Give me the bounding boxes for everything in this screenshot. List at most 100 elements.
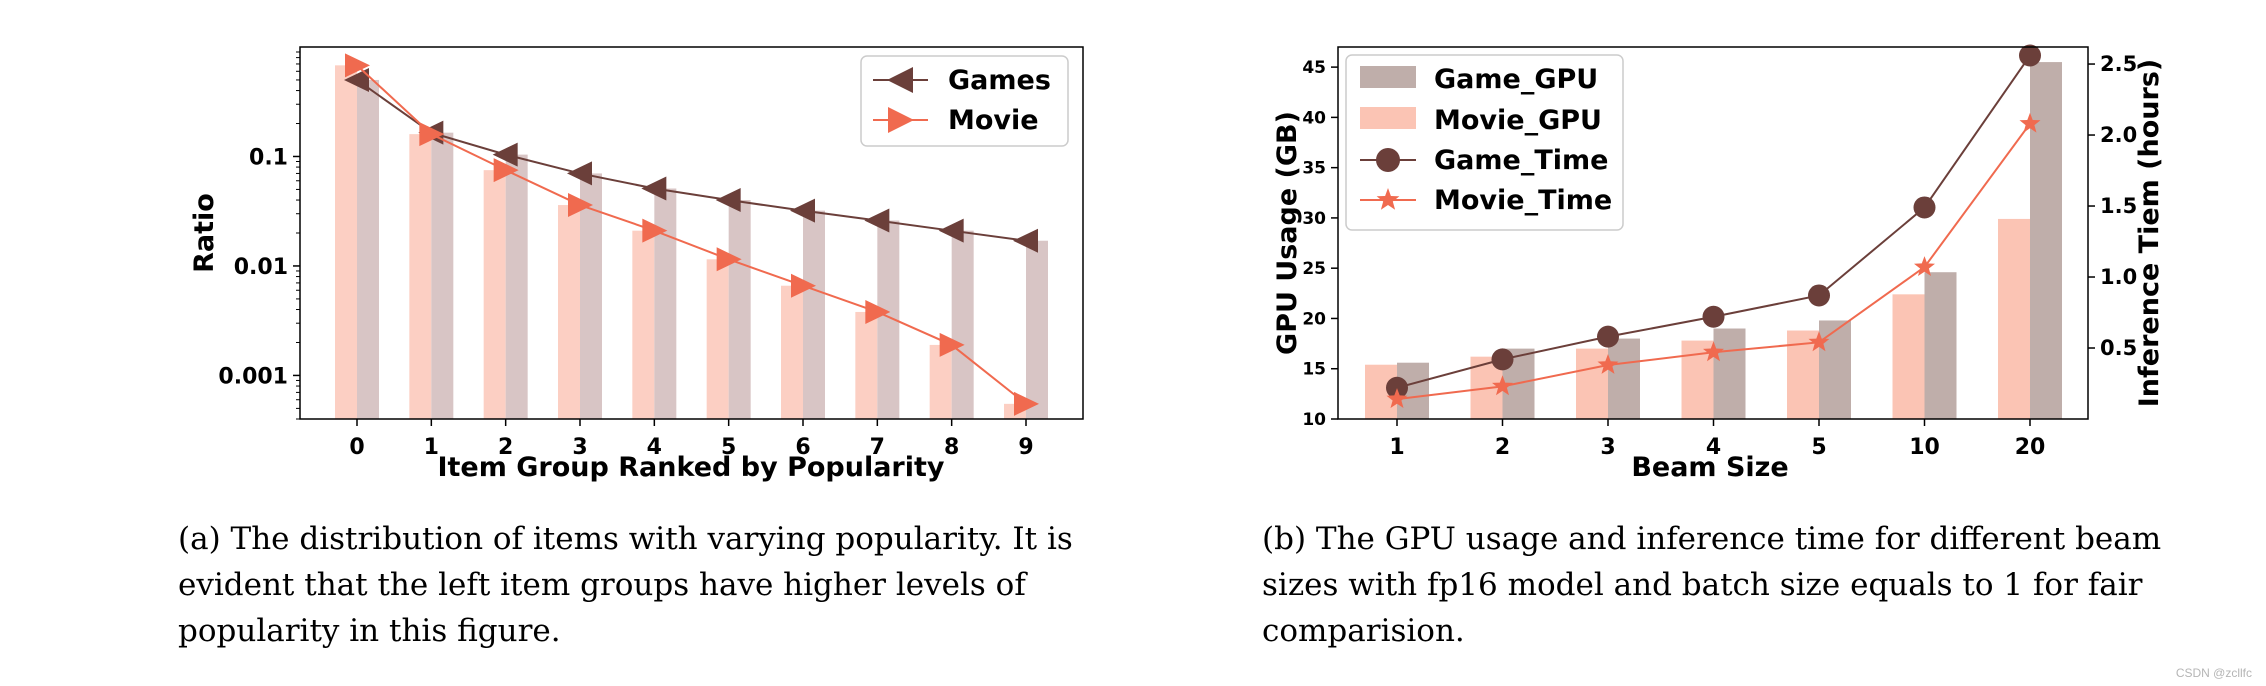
point-game-time-20 (2019, 44, 2041, 67)
point-movie-0 (345, 53, 370, 78)
line-games (356, 79, 1027, 242)
b-y2-tick-label-0.5: 0.5 (2100, 336, 2137, 360)
y-tick-label-2: 0.1 (249, 145, 288, 170)
x-tick-label-0: 0 (349, 435, 364, 460)
bar-game-gpu-20 (2030, 62, 2062, 419)
bar-games-6 (803, 210, 825, 419)
legend-movie-gpu-swatch (1360, 107, 1416, 129)
legend-game-gpu-swatch (1360, 66, 1416, 88)
chart-b-legend: Game_GPU Movie_GPU Game_Time Movie_Time (1345, 54, 1624, 231)
chart-b-ylabel: GPU Usage (GB) (1272, 111, 1303, 355)
chart-a-legend: Games Movie (860, 55, 1069, 147)
x-tick-label-1: 1 (424, 435, 439, 460)
point-movie-6 (791, 273, 816, 298)
b-x-tick-label-1: 1 (1389, 435, 1404, 460)
b-x-tick-label-20: 20 (2015, 435, 2046, 460)
bar-games-8 (951, 230, 974, 419)
b-y-tick-label-30: 30 (1302, 209, 1326, 229)
x-tick-label-5: 5 (721, 435, 736, 460)
chart-a-ylabel: Ratio (189, 193, 220, 273)
b-x-tick-label-5: 5 (1811, 435, 1826, 460)
b-y2-tick-label-2.5: 2.5 (2100, 52, 2137, 76)
chart-a: 0 1 2 3 4 5 6 7 8 9 0.001 0.01 0.1 Item Group Ranked… (189, 46, 1084, 483)
chart-b-y2label: Inference Tiem (hours) (2134, 59, 2165, 407)
point-games-5 (715, 188, 741, 213)
bar-movie-1 (409, 134, 432, 420)
bar-movie-3 (558, 205, 580, 419)
bar-games-4 (654, 188, 677, 419)
point-movie-1 (419, 122, 445, 147)
legend-games-marker (887, 67, 913, 93)
bar-games-9 (1026, 240, 1048, 419)
b-x-tick-label-4: 4 (1706, 435, 1721, 460)
point-games-4 (641, 176, 667, 201)
b-x-tick-label-2: 2 (1495, 435, 1510, 460)
bar-movie-gpu-20 (1998, 218, 2030, 419)
point-movie-3 (568, 193, 593, 218)
point-games-8 (938, 218, 964, 243)
point-movie-time-1 (1386, 388, 1408, 408)
bar-game-gpu-10 (1924, 272, 1957, 419)
b-y-tick-label-15: 15 (1302, 360, 1326, 380)
legend-games-label: Games (948, 65, 1051, 96)
point-games-3 (567, 161, 592, 186)
bar-game-gpu-5 (1819, 320, 1851, 419)
point-movie-2 (493, 158, 519, 183)
b-y-tick-label-10: 10 (1302, 410, 1326, 430)
bar-games-7 (877, 220, 900, 419)
point-game-time-10 (1913, 196, 1936, 219)
point-movie-time-5 (1808, 331, 1830, 352)
legend-movie-time-marker (1376, 188, 1400, 210)
x-tick-label-2: 2 (498, 435, 513, 460)
bar-games-0 (357, 79, 379, 420)
chart-b-xlabel: Beam Size (1631, 452, 1788, 483)
x-tick-label-8: 8 (944, 435, 959, 460)
bar-movie-gpu-10 (1892, 294, 1925, 419)
bar-movie-8 (929, 344, 952, 419)
bar-movie-2 (483, 170, 506, 419)
bar-game-gpu-3 (1608, 338, 1640, 419)
legend-movie-time-label: Movie_Time (1434, 185, 1612, 216)
b-x-tick-label-3: 3 (1600, 435, 1615, 460)
point-games-6 (790, 198, 815, 223)
x-tick-label-7: 7 (870, 435, 885, 460)
b-y-tick-label-40: 40 (1302, 108, 1326, 128)
point-movie-time-10 (1914, 256, 1935, 276)
y-tick-label-0: 0.001 (218, 364, 288, 389)
b-y-tick-label-20: 20 (1302, 309, 1326, 329)
point-game-time-2 (1491, 348, 1514, 371)
bar-games-2 (505, 154, 528, 419)
chart-a-xlabel: Item Group Ranked by Popularity (437, 452, 944, 483)
bar-movie-0 (335, 65, 357, 419)
bar-game-gpu-4 (1713, 328, 1746, 419)
point-movie-9 (1014, 391, 1039, 416)
caption-a: (a) The distribution of items with varyi… (178, 521, 1073, 649)
point-games-9 (1013, 228, 1038, 253)
caption-b: (b) The GPU usage and inference time for… (1262, 521, 2162, 649)
point-game-time-1 (1386, 376, 1408, 399)
point-movie-7 (865, 299, 891, 324)
point-movie-time-3 (1597, 354, 1619, 374)
point-movie-5 (716, 247, 742, 272)
x-tick-label-3: 3 (572, 435, 587, 460)
point-game-time-4 (1702, 305, 1725, 328)
bar-movie-4 (632, 230, 655, 419)
x-tick-label-4: 4 (647, 435, 662, 460)
legend-movie-label: Movie (948, 105, 1039, 136)
b-y2-tick-label-1.5: 1.5 (2100, 194, 2137, 218)
b-y-tick-label-45: 45 (1302, 58, 1326, 78)
point-movie-time-4 (1703, 341, 1724, 362)
legend-movie-marker (888, 107, 914, 133)
legend-game-gpu-label: Game_GPU (1434, 64, 1598, 95)
bar-movie-5 (706, 259, 729, 419)
line-movie (356, 64, 1027, 405)
y-tick-label-1: 0.01 (234, 255, 288, 280)
x-tick-label-9: 9 (1018, 435, 1033, 460)
b-y-tick-label-25: 25 (1302, 259, 1326, 279)
x-tick-label-6: 6 (795, 435, 810, 460)
point-movie-time-20 (2019, 112, 2041, 133)
point-game-time-3 (1597, 325, 1619, 348)
legend-game-time-marker (1376, 148, 1400, 172)
legend-movie-gpu-label: Movie_GPU (1434, 105, 1602, 136)
chart-b: 1 2 3 4 5 10 2010152025303540450.51.01.52.02.5… (1272, 44, 2165, 483)
